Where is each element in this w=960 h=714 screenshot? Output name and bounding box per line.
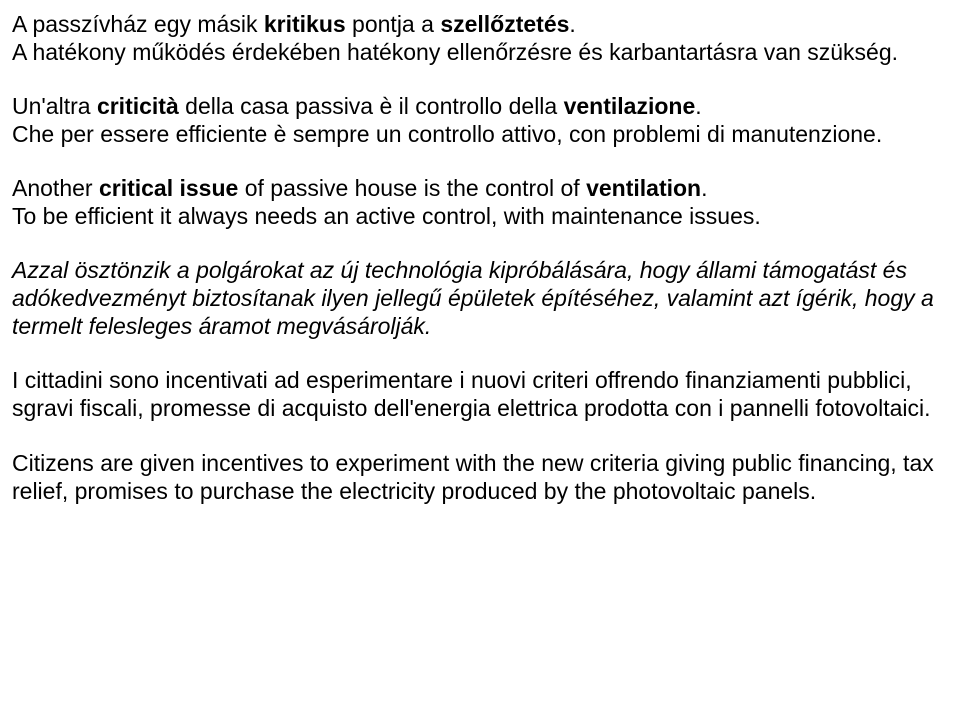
text: Azzal ösztönzik a polgárokat az új techn… [12,257,934,339]
text: Another [12,175,99,201]
text: A passzívház egy másik [12,11,264,37]
text: Che per essere efficiente è sempre un co… [12,121,882,147]
paragraph-english-1: Another critical issue of passive house … [12,174,948,230]
text: . [569,11,575,37]
paragraph-italian-1: Un'altra criticità della casa passiva è … [12,92,948,148]
text: della casa passiva è il controllo della [179,93,564,119]
text: A hatékony működés érdekében hatékony el… [12,39,898,65]
text: . [701,175,707,201]
text-bold: critical issue [99,175,238,201]
text-bold: ventilazione [564,93,696,119]
text-bold: ventilation [586,175,701,201]
text-bold: criticità [97,93,179,119]
text: . [695,93,701,119]
text: I cittadini sono incentivati ad esperime… [12,367,930,421]
text: Citizens are given incentives to experim… [12,450,934,504]
text: of passive house is the control of [238,175,586,201]
text: pontja a [346,11,441,37]
text: To be efficient it always needs an activ… [12,203,761,229]
text: Un'altra [12,93,97,119]
text-bold: szellőztetés [440,11,569,37]
paragraph-hungarian-1: A passzívház egy másik kritikus pontja a… [12,10,948,66]
paragraph-hungarian-2: Azzal ösztönzik a polgárokat az új techn… [12,256,948,340]
paragraph-italian-2: I cittadini sono incentivati ad esperime… [12,366,948,422]
text-bold: kritikus [264,11,346,37]
paragraph-english-2: Citizens are given incentives to experim… [12,449,948,505]
